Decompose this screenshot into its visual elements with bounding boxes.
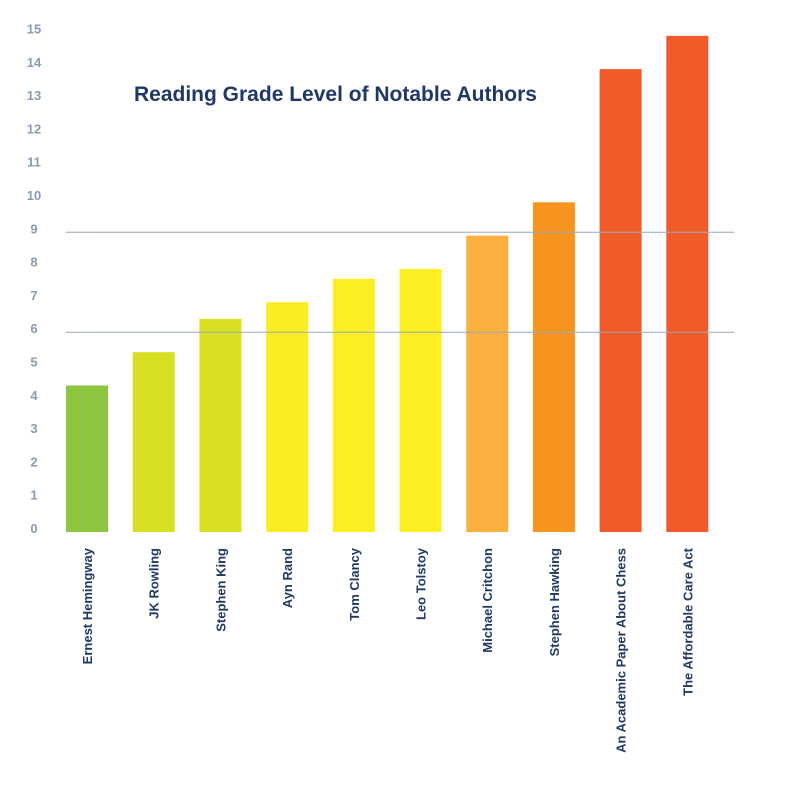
bar: [266, 302, 309, 532]
x-tick-label: Leo Tolstoy: [414, 547, 429, 620]
bar: [199, 318, 242, 532]
x-tick-label: Tom Clancy: [347, 547, 362, 620]
y-tick-label: 4: [30, 388, 38, 403]
y-tick-label: 10: [27, 188, 41, 203]
y-tick-label: 14: [27, 55, 42, 70]
bar: [532, 202, 575, 532]
x-tick-label: The Affordable Care Act: [680, 547, 695, 696]
x-tick-label: Ayn Rand: [280, 548, 295, 608]
x-tick-label: Stephen Hawking: [547, 548, 562, 656]
y-tick-label: 5: [30, 355, 37, 370]
x-axis-labels: Ernest Hemingway JK Rowling Stephen King Ay…: [80, 547, 695, 753]
y-tick-label: 6: [30, 321, 37, 336]
y-tick-label: 2: [30, 454, 37, 469]
bar: [332, 278, 375, 532]
y-tick-label: 9: [30, 221, 37, 236]
y-tick-label: 12: [27, 121, 41, 136]
bar: [666, 35, 709, 532]
x-tick-label: An Academic Paper About Chess: [614, 548, 629, 753]
bar: [599, 69, 642, 532]
y-tick-label: 0: [30, 521, 37, 536]
y-tick-label: 13: [27, 88, 41, 103]
chart-title: Reading Grade Level of Notable Authors: [134, 83, 537, 106]
bar: [466, 235, 509, 532]
y-tick-label: 1: [30, 488, 37, 503]
x-tick-label: Michael Critchon: [480, 548, 495, 653]
y-tick-label: 7: [30, 288, 37, 303]
y-tick-label: 11: [27, 155, 41, 170]
x-tick-label: Ernest Hemingway: [80, 547, 95, 664]
y-tick-label: 15: [27, 22, 41, 37]
bars: [66, 35, 709, 532]
y-tick-label: 3: [30, 421, 37, 436]
bar: [66, 385, 108, 532]
y-tick-label: 8: [30, 255, 37, 270]
x-tick-label: Stephen King: [213, 548, 228, 632]
x-tick-label: JK Rowling: [147, 548, 162, 619]
reference-lines: [66, 231, 734, 333]
bar: [132, 352, 175, 532]
bar: [399, 268, 442, 532]
